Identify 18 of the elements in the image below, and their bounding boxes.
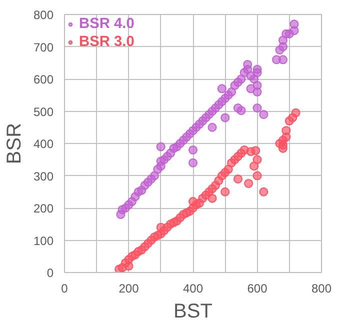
y-tick-label: 100 <box>33 234 54 248</box>
x-tick-label: 600 <box>247 282 268 296</box>
y-tick-label: 0 <box>46 266 54 280</box>
y-axis-title: BSR <box>3 122 26 164</box>
y-tick-label: 500 <box>33 104 54 119</box>
x-tick-label: 800 <box>311 282 332 296</box>
y-tick-label: 800 <box>33 8 54 22</box>
legend-label: BSR 3.0 <box>79 34 134 50</box>
y-tick-label: 600 <box>33 72 54 86</box>
y-tick-label: 200 <box>33 202 54 216</box>
x-axis-title: BST <box>174 300 212 322</box>
y-tick-label: 300 <box>33 169 54 184</box>
x-tick-label: 400 <box>182 282 204 296</box>
legend-label: BSR 4.0 <box>79 16 134 32</box>
x-tick-label: 200 <box>118 282 140 296</box>
x-tick-label: 0 <box>61 282 68 296</box>
y-tick-label: 700 <box>33 40 54 54</box>
y-tick-label: 400 <box>33 137 54 151</box>
